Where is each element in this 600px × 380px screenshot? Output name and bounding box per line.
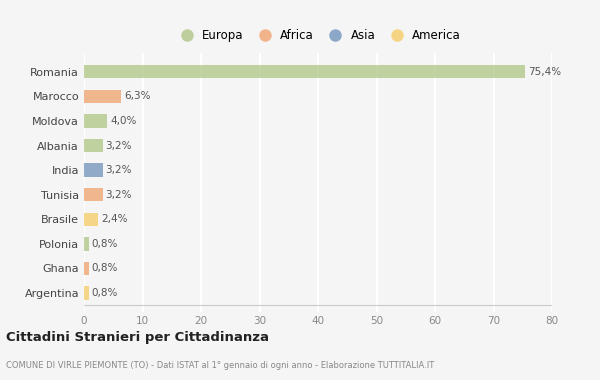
Bar — [84, 262, 89, 275]
Text: 0,8%: 0,8% — [92, 263, 118, 274]
Bar — [84, 90, 121, 103]
Bar — [84, 139, 103, 152]
Text: 3,2%: 3,2% — [106, 190, 132, 200]
Bar — [84, 163, 103, 177]
Text: 3,2%: 3,2% — [106, 141, 132, 150]
Text: Cittadini Stranieri per Cittadinanza: Cittadini Stranieri per Cittadinanza — [6, 331, 269, 344]
Text: 75,4%: 75,4% — [528, 67, 561, 77]
Text: 6,3%: 6,3% — [124, 91, 150, 101]
Text: COMUNE DI VIRLE PIEMONTE (TO) - Dati ISTAT al 1° gennaio di ogni anno - Elaboraz: COMUNE DI VIRLE PIEMONTE (TO) - Dati IST… — [6, 361, 434, 370]
Text: 4,0%: 4,0% — [110, 116, 137, 126]
Text: 3,2%: 3,2% — [106, 165, 132, 175]
Text: 0,8%: 0,8% — [92, 288, 118, 298]
Bar — [84, 188, 103, 201]
Bar — [84, 286, 89, 300]
Bar — [84, 212, 98, 226]
Legend: Europa, Africa, Asia, America: Europa, Africa, Asia, America — [175, 29, 461, 42]
Text: 2,4%: 2,4% — [101, 214, 127, 224]
Bar — [84, 237, 89, 251]
Text: 0,8%: 0,8% — [92, 239, 118, 249]
Bar — [84, 114, 107, 128]
Bar — [84, 65, 525, 79]
